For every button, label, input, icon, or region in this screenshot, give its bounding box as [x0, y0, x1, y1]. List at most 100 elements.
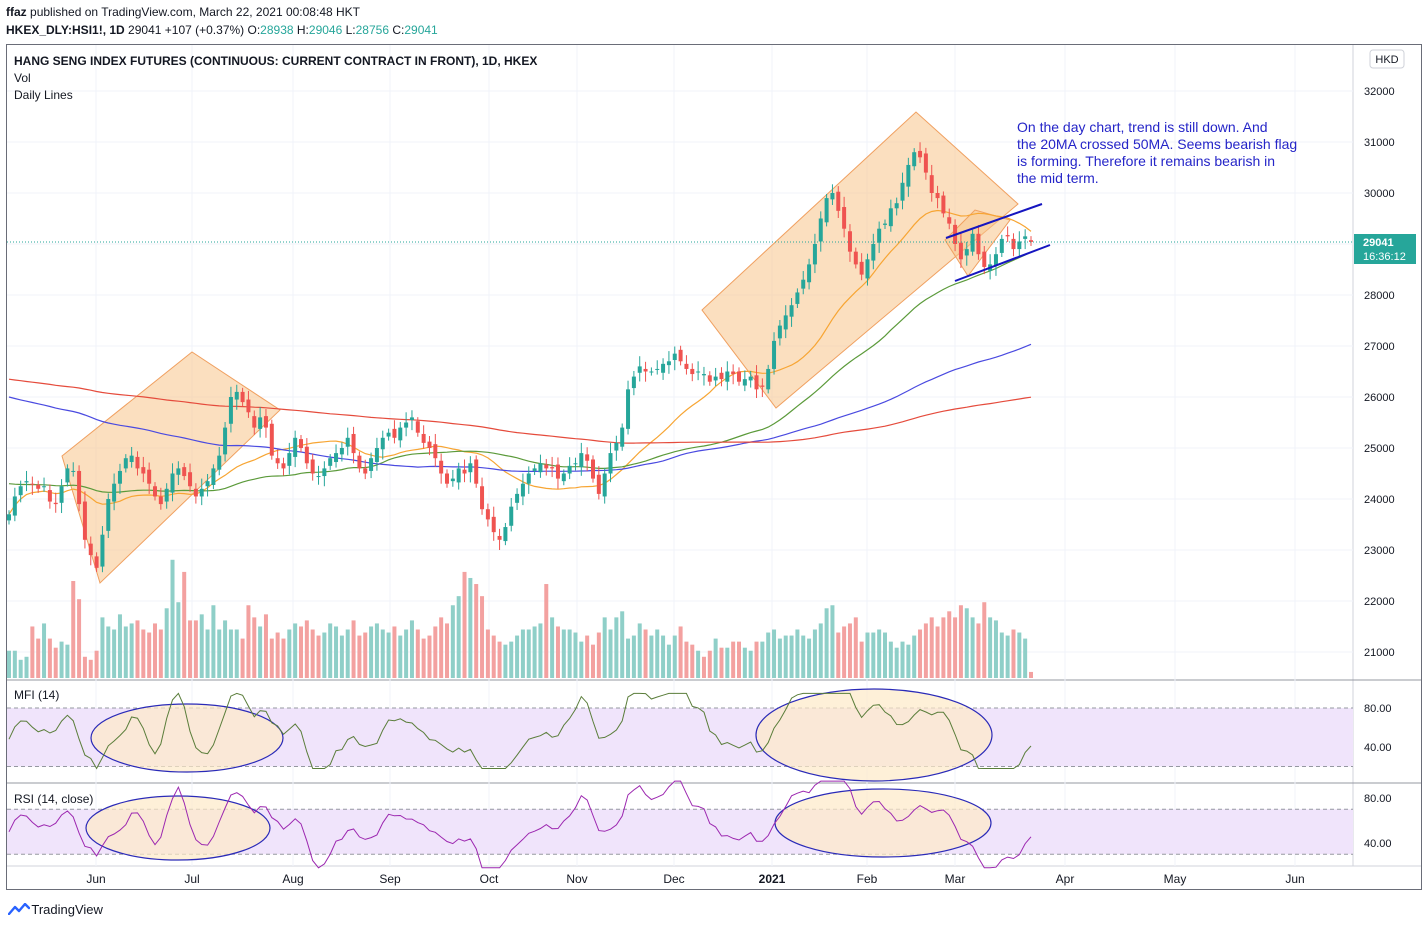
candle-body — [485, 509, 490, 520]
volume-bar — [299, 626, 303, 678]
volume-bar — [608, 629, 613, 678]
candle-body — [643, 368, 648, 372]
candle-body — [1011, 238, 1016, 250]
time-tick-label: Oct — [480, 872, 499, 886]
candle-body — [450, 478, 455, 482]
chart-frame[interactable] — [6, 44, 1422, 890]
volume-bar — [188, 620, 193, 678]
daily-lines-legend[interactable]: Daily Lines — [14, 88, 73, 102]
time-tick-label: Dec — [663, 872, 684, 886]
currency-badge-box[interactable] — [1369, 49, 1405, 69]
candle-body — [923, 153, 928, 173]
volume-bar — [322, 632, 327, 678]
annotation-line: the mid term. — [1017, 170, 1099, 186]
volume-bar — [287, 629, 292, 678]
candle-body — [421, 433, 426, 443]
volume-bar — [953, 617, 958, 678]
candle-body — [883, 223, 887, 225]
price-axis[interactable]: 3200031000300002900028000270002600025000… — [1364, 86, 1395, 659]
volume-bars — [7, 559, 1033, 678]
volume-bar — [795, 629, 800, 678]
volume-bar — [555, 626, 560, 678]
volume-bar — [509, 641, 514, 678]
candle-body — [24, 481, 29, 483]
candle-body — [719, 372, 724, 380]
volume-bar — [666, 644, 671, 678]
candle-body — [82, 501, 87, 540]
volume-bar — [77, 599, 82, 678]
time-axis[interactable]: Jun Jul Aug Sep Oct Nov Dec 2021 Feb Mar Apr May Jun — [86, 872, 1304, 886]
volume-bar — [877, 629, 882, 678]
volume-bar — [678, 626, 683, 678]
flag-upper-line — [945, 203, 1043, 239]
close-value: 29041 — [404, 23, 438, 37]
volume-bar — [117, 614, 122, 678]
candle-body — [480, 486, 485, 510]
time-tick-label: Jul — [184, 872, 199, 886]
candle-body — [976, 233, 981, 255]
volume-bar — [18, 659, 23, 678]
open-label: O: — [247, 23, 261, 37]
volume-bar — [439, 617, 444, 678]
candle-body — [906, 164, 911, 187]
volume-bar — [445, 623, 449, 678]
volume-bar — [351, 620, 356, 678]
bearish-flag-lines[interactable] — [945, 203, 1051, 282]
publisher-user[interactable]: ffaz — [6, 5, 27, 19]
candle-body — [147, 469, 152, 484]
volume-bar — [515, 635, 520, 678]
candle-body — [515, 493, 520, 503]
volume-bar — [135, 620, 140, 678]
candle-body — [789, 305, 794, 317]
mfi-pane[interactable]: 80.00 40.00 — [7, 688, 1392, 782]
candle-body — [801, 279, 806, 289]
volume-bar — [112, 629, 117, 678]
volume-bar — [47, 638, 52, 678]
rsi-tick-label: 40.00 — [1364, 838, 1392, 850]
rsi-label[interactable]: RSI (14, close) — [14, 792, 93, 806]
annotation-text[interactable]: On the day chart, trend is still down. A… — [1017, 119, 1297, 186]
volume-bar — [228, 629, 233, 678]
volume-bar — [567, 629, 572, 678]
candle-body — [141, 467, 146, 474]
volume-bar — [772, 629, 777, 678]
footer-brand[interactable]: TradingView — [7, 902, 103, 917]
rsi-pane[interactable]: 80.00 40.00 — [7, 780, 1392, 869]
volume-bar — [532, 626, 537, 678]
candle-body — [766, 368, 771, 390]
candle-body — [865, 259, 870, 279]
candle-body — [591, 459, 595, 479]
mfi-ellipse — [90, 703, 284, 773]
volume-bar — [824, 608, 829, 678]
candle-body — [1023, 236, 1028, 239]
volume-bar — [240, 638, 245, 678]
low-label: L: — [345, 23, 356, 37]
volume-bar — [631, 635, 636, 678]
volume-bar — [620, 611, 625, 678]
volume-bar — [958, 605, 963, 678]
mfi-label[interactable]: MFI (14) — [14, 688, 59, 702]
trend-boxes[interactable] — [61, 111, 1019, 584]
volume-bar — [374, 623, 379, 678]
candle-body — [503, 527, 508, 542]
candle-body — [345, 437, 350, 447]
volume-bar — [661, 635, 666, 678]
price-change: +107 (+0.37%) — [164, 23, 245, 37]
candle-body — [561, 473, 566, 482]
candle-body — [871, 244, 876, 261]
candle-body — [211, 468, 216, 485]
volume-bar — [328, 623, 333, 678]
candle-body — [281, 463, 286, 469]
candle-body — [795, 292, 800, 304]
volume-bar — [935, 626, 940, 678]
volume-bar — [707, 650, 712, 678]
candle-body — [164, 488, 169, 502]
candle-body — [252, 416, 257, 428]
volume-bar — [24, 656, 29, 678]
candle-body — [1017, 241, 1022, 250]
symbol-name[interactable]: HKEX_DLY:HSI1!, 1D — [6, 23, 125, 37]
volume-legend[interactable]: Vol — [14, 71, 31, 85]
volume-bar — [153, 623, 157, 678]
volume-bar — [696, 650, 701, 678]
